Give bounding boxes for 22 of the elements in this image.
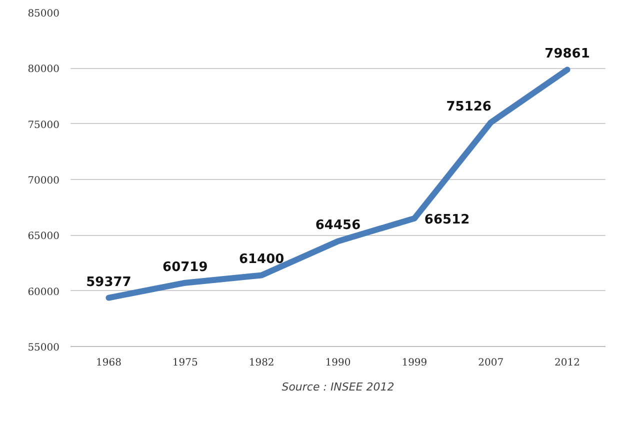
data-label: 60719 xyxy=(162,260,208,275)
x-tick-label: 1968 xyxy=(96,358,122,368)
y-tick-label: 55000 xyxy=(28,342,60,354)
y-tick-label: 65000 xyxy=(28,231,60,242)
x-tick-label: 1999 xyxy=(402,358,428,368)
data-label: 79861 xyxy=(544,46,590,62)
x-tick-label: 1975 xyxy=(172,358,198,368)
data-label: 66512 xyxy=(424,212,470,228)
y-tick-label: 75000 xyxy=(28,120,60,131)
y-tick-label: 60000 xyxy=(28,286,60,298)
y-tick-label: 80000 xyxy=(28,64,60,76)
data-label: 64456 xyxy=(315,218,361,234)
x-tick-label: 1982 xyxy=(248,358,274,368)
data-label: 75126 xyxy=(446,99,492,114)
x-tick-label: 1990 xyxy=(325,358,351,368)
y-tick-label: 70000 xyxy=(28,176,60,186)
data-label: 61400 xyxy=(238,252,284,268)
data-label: 59377 xyxy=(86,274,132,290)
source-note: Source : INSEE 2012 xyxy=(282,380,394,394)
x-tick-label: 2007 xyxy=(478,358,504,368)
x-tick-label: 2012 xyxy=(554,358,580,368)
y-tick-label: 85000 xyxy=(28,8,60,20)
